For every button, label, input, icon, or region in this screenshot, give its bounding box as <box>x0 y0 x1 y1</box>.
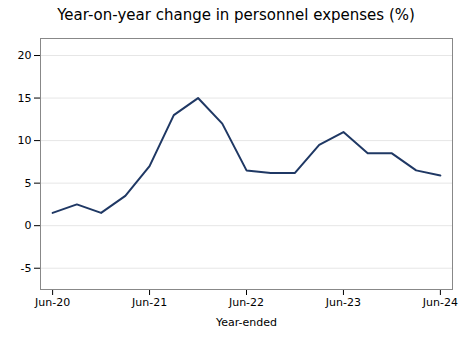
svg-text:15: 15 <box>18 92 32 105</box>
svg-text:Jun-21: Jun-21 <box>131 296 167 309</box>
svg-text:-5: -5 <box>21 262 32 275</box>
svg-text:Jun-20: Jun-20 <box>34 296 70 309</box>
svg-text:20: 20 <box>18 49 32 62</box>
svg-text:5: 5 <box>25 177 32 190</box>
svg-text:Jun-23: Jun-23 <box>325 296 361 309</box>
svg-text:0: 0 <box>25 219 32 232</box>
html-text:Year-on-year change in personn: Year-on-year change in personnel expense… <box>57 6 415 24</box>
svg-text:Jun-22: Jun-22 <box>228 296 264 309</box>
svg-text:Jun-24: Jun-24 <box>422 296 458 309</box>
svg-text:Year-ended: Year-ended <box>215 316 277 329</box>
svg-text:10: 10 <box>18 134 32 147</box>
